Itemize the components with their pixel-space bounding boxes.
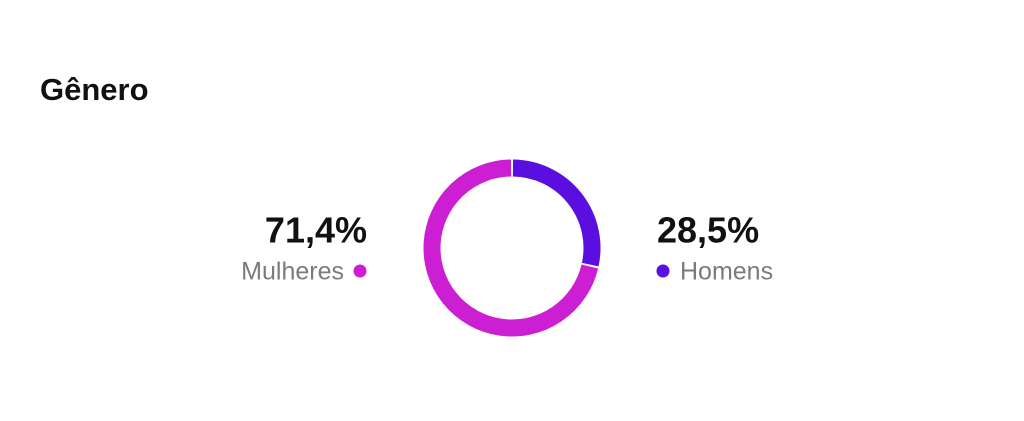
value-label: 28,5% xyxy=(657,210,759,251)
chart-title: Gênero xyxy=(40,72,149,107)
value-label: 71,4% xyxy=(265,210,367,251)
legend-label: Homens xyxy=(680,258,773,286)
legend-marker xyxy=(656,264,670,278)
donut-segment xyxy=(512,159,601,267)
legend-marker xyxy=(353,264,367,278)
donut-segment xyxy=(423,159,599,337)
legend-label: Mulheres xyxy=(241,258,344,286)
